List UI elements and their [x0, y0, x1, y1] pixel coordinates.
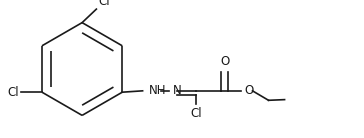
Text: N: N [173, 84, 181, 97]
Text: O: O [220, 55, 230, 68]
Text: Cl: Cl [98, 0, 110, 8]
Text: NH: NH [149, 84, 167, 97]
Text: Cl: Cl [7, 86, 19, 99]
Text: Cl: Cl [191, 107, 202, 120]
Text: O: O [245, 84, 254, 97]
